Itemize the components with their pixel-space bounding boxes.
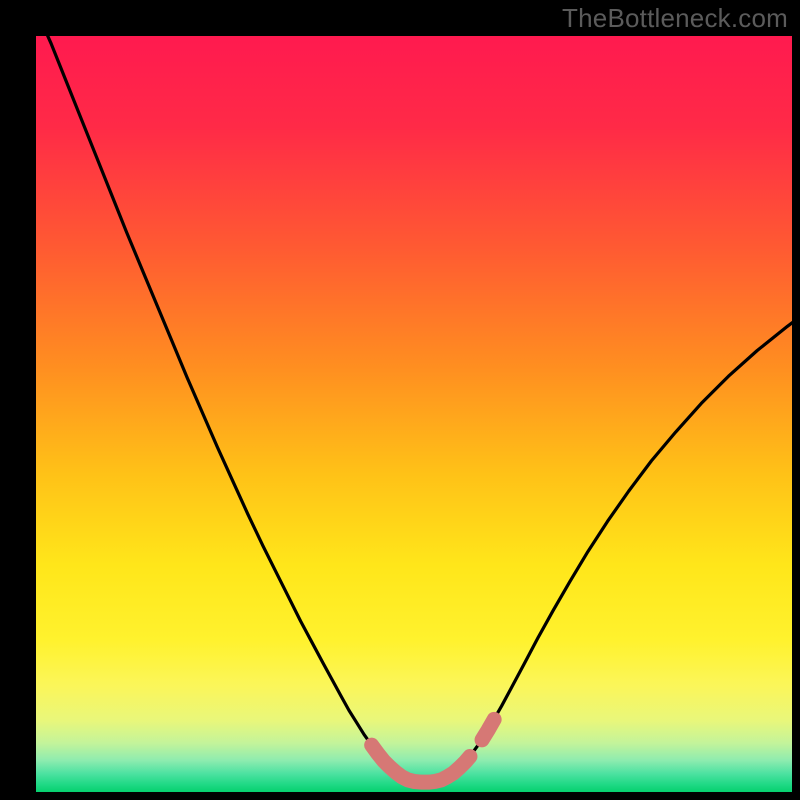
curve-layer — [36, 36, 792, 792]
bottleneck-curve — [36, 36, 792, 782]
highlight-segment-1 — [482, 719, 494, 739]
plot-area — [36, 36, 792, 792]
watermark-text: TheBottleneck.com — [562, 3, 788, 34]
highlight-segment-0 — [372, 745, 470, 782]
